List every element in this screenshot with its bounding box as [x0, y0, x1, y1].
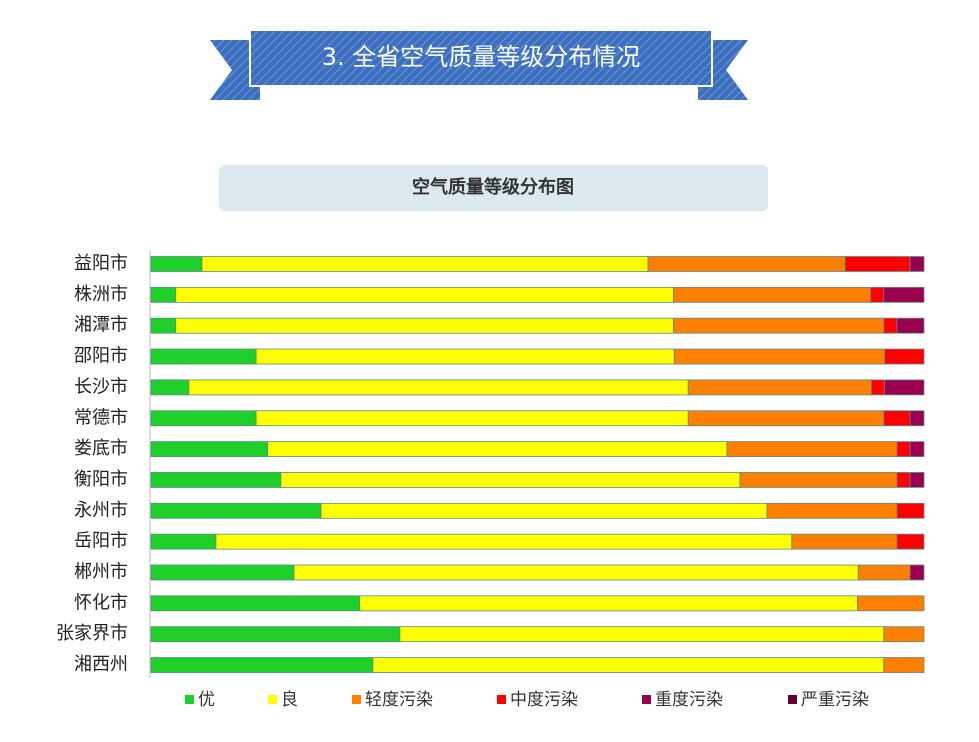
bar-segment: [884, 379, 925, 396]
y-tick-label: 益阳市: [74, 253, 128, 274]
bar-segment: [909, 564, 925, 581]
bar-segment: [150, 502, 322, 519]
bar-segment: [896, 472, 911, 488]
legend-swatch: [642, 695, 651, 704]
y-tick-label: 株洲市: [74, 284, 128, 305]
bar-segment: [739, 472, 898, 488]
bar-segment: [857, 595, 925, 612]
bar-segment: [150, 595, 361, 612]
bar-segment: [896, 317, 925, 334]
bar-segment: [215, 533, 793, 550]
bar-segment: [255, 348, 675, 365]
bar-segment: [372, 657, 885, 673]
bar-segment: [673, 348, 885, 365]
bar-segment: [673, 286, 872, 303]
y-tick-label: 娄底市: [74, 438, 128, 459]
bar-segment: [188, 379, 689, 396]
bar-segment: [293, 564, 859, 581]
y-tick-label: 湘潭市: [74, 315, 128, 336]
legend-label: 中度污染: [510, 690, 578, 710]
bar-segment: [399, 626, 885, 643]
legend-swatch: [788, 695, 797, 704]
bar-segment: [857, 564, 911, 581]
legend-swatch: [352, 695, 361, 704]
bar-segment: [150, 564, 295, 581]
bar-segment: [726, 441, 898, 458]
bar-segment: [687, 379, 872, 396]
bar-segment: [883, 286, 925, 303]
legend-swatch: [185, 695, 194, 704]
y-tick-label: 衡阳市: [74, 469, 128, 490]
y-tick-label: 常德市: [74, 407, 128, 428]
bar-segment: [150, 256, 203, 272]
y-tick-label: 张家界市: [56, 623, 128, 644]
bar-segment: [896, 533, 925, 550]
bar-segment: [883, 626, 925, 643]
bar-segment: [673, 317, 885, 334]
bar-segment: [909, 256, 925, 272]
bar-segment: [896, 502, 925, 519]
bar-segment: [175, 317, 674, 334]
bar-segment: [766, 502, 898, 519]
legend-label: 优: [198, 690, 215, 710]
bar-segment: [883, 657, 925, 673]
y-tick-label: 湘西州: [74, 654, 128, 675]
bar-segment: [201, 256, 649, 272]
bar-segment: [884, 348, 925, 365]
bar-segment: [870, 286, 885, 303]
bar-segment: [883, 317, 898, 334]
bar-segment: [150, 657, 374, 673]
y-tick-label: 郴州市: [74, 562, 128, 583]
bar-segment: [150, 472, 282, 488]
bar-segment: [871, 379, 885, 396]
bar-segment: [280, 472, 741, 488]
y-tick-label: 邵阳市: [74, 346, 128, 367]
bar-segment: [320, 502, 768, 519]
bar-segment: [909, 441, 925, 458]
bar-segment: [150, 348, 257, 365]
bar-segment: [267, 441, 728, 458]
bar-segment: [647, 256, 846, 272]
bar-segment: [150, 379, 190, 396]
y-tick-label: 岳阳市: [74, 531, 128, 552]
legend-swatch: [268, 695, 277, 704]
bar-segment: [150, 286, 177, 303]
bar-segment: [687, 410, 885, 427]
legend-swatch: [497, 695, 506, 704]
legend-label: 良: [281, 690, 298, 710]
chart-title: 空气质量等级分布图: [412, 176, 574, 198]
bar-segment: [883, 410, 911, 427]
bar-segment: [150, 626, 401, 643]
banner-title: 3. 全省空气质量等级分布情况: [322, 43, 641, 71]
bar-segment: [909, 472, 925, 488]
legend-label: 严重污染: [801, 690, 869, 710]
bar-segment: [255, 410, 689, 427]
bar-segment: [150, 317, 177, 334]
bar-segment: [150, 441, 269, 458]
bar-segment: [175, 286, 674, 303]
bar-segment: [359, 595, 858, 612]
bar-segment: [150, 533, 217, 550]
legend-label: 重度污染: [655, 690, 723, 710]
banner-tail: [210, 40, 260, 100]
bar-segment: [844, 256, 911, 272]
bar-segment: [150, 410, 257, 427]
y-tick-label: 长沙市: [74, 376, 128, 397]
bar-segment: [909, 410, 925, 427]
y-tick-label: 怀化市: [74, 592, 128, 613]
chart-title-box: [219, 165, 768, 211]
banner: [249, 29, 713, 87]
legend-label: 轻度污染: [365, 690, 433, 710]
bar-segment: [791, 533, 898, 550]
bar-segment: [896, 441, 911, 458]
y-tick-label: 永州市: [74, 500, 128, 521]
